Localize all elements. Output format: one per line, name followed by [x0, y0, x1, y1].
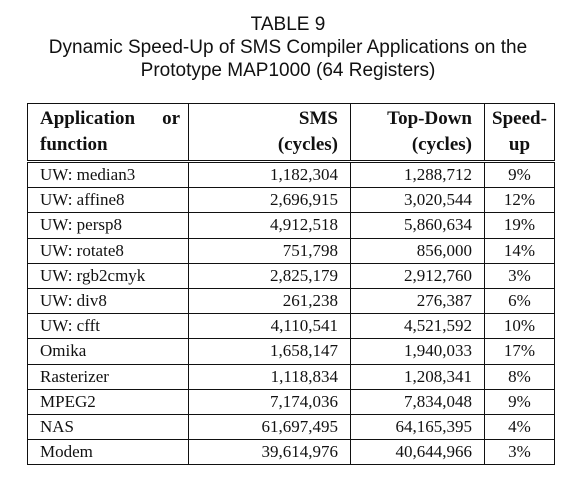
cell-speedup: 6% [484, 288, 555, 315]
cell-application: Omika [27, 338, 189, 365]
cell-topdown: 7,834,048 [350, 389, 485, 415]
cell-application: UW: median3 [27, 161, 189, 189]
table-header: Application or function SMS (cycles) Top… [27, 103, 555, 163]
header-row: Application or function SMS (cycles) Top… [27, 103, 555, 163]
cell-sms: 4,110,541 [188, 313, 351, 340]
speedup-table: Application or function SMS (cycles) Top… [27, 103, 555, 466]
cell-speedup: 14% [484, 238, 555, 264]
table-row: Modem 39,614,976 40,644,966 3% [27, 439, 555, 466]
header-topdown-line-2: (cycles) [411, 134, 472, 155]
cell-topdown: 2,912,760 [350, 263, 485, 289]
cell-speedup: 4% [484, 414, 555, 441]
cell-sms: 7,174,036 [188, 389, 351, 415]
table-row: UW: median3 1,182,304 1,288,712 9% [27, 161, 555, 189]
cell-sms: 2,696,915 [188, 187, 351, 214]
table-row: UW: rgb2cmyk 2,825,179 2,912,760 3% [27, 263, 555, 289]
cell-sms: 61,697,495 [188, 414, 351, 441]
cell-application: UW: div8 [27, 288, 189, 315]
cell-sms: 1,182,304 [188, 161, 351, 189]
cell-topdown: 276,387 [350, 288, 485, 315]
table-row: Omika 1,658,147 1,940,033 17% [27, 338, 555, 365]
header-application-word1: Application [40, 108, 136, 129]
header-application-word2: or [162, 108, 180, 129]
cell-speedup: 12% [484, 187, 555, 214]
header-application-line-2: function [40, 134, 108, 155]
header-speedup-line-2: up [508, 134, 531, 155]
cell-application: UW: rgb2cmyk [27, 263, 189, 289]
cell-topdown: 3,020,544 [350, 187, 485, 214]
cell-sms: 1,658,147 [188, 338, 351, 365]
cell-topdown: 64,165,395 [350, 414, 485, 441]
table-title-line-2: Prototype MAP1000 (64 Registers) [140, 60, 436, 81]
cell-application: NAS [27, 414, 189, 441]
cell-speedup: 10% [484, 313, 555, 340]
table-row: UW: cfft 4,110,541 4,521,592 10% [27, 313, 555, 340]
table-row: Rasterizer 1,118,834 1,208,341 8% [27, 364, 555, 390]
header-speedup: Speed- up [484, 103, 555, 163]
cell-speedup: 3% [484, 439, 555, 466]
table-caption: TABLE 9 Dynamic Speed-Up of SMS Compiler… [0, 13, 576, 82]
cell-sms: 4,912,518 [188, 212, 351, 239]
table-row: UW: persp8 4,912,518 5,860,634 19% [27, 212, 555, 239]
cell-speedup: 3% [484, 263, 555, 289]
table-row: UW: rotate8 751,798 856,000 14% [27, 238, 555, 264]
cell-application: MPEG2 [27, 389, 189, 415]
header-topdown: Top-Down (cycles) [350, 103, 485, 163]
cell-topdown: 1,288,712 [350, 161, 485, 189]
header-application: Application or function [27, 103, 189, 163]
table-row: NAS 61,697,495 64,165,395 4% [27, 414, 555, 441]
cell-sms: 1,118,834 [188, 364, 351, 390]
cell-topdown: 1,940,033 [350, 338, 485, 365]
table-row: MPEG2 7,174,036 7,834,048 9% [27, 389, 555, 415]
table-row: UW: affine8 2,696,915 3,020,544 12% [27, 187, 555, 214]
table-title-line-1: Dynamic Speed-Up of SMS Compiler Applica… [48, 37, 528, 58]
header-sms-line-1: SMS [298, 108, 338, 129]
table-row: UW: div8 261,238 276,387 6% [27, 288, 555, 315]
cell-application: UW: persp8 [27, 212, 189, 239]
cell-speedup: 8% [484, 364, 555, 390]
cell-speedup: 9% [484, 389, 555, 415]
header-topdown-line-1: Top-Down [387, 108, 472, 129]
cell-sms: 39,614,976 [188, 439, 351, 466]
cell-application: Modem [27, 439, 189, 466]
cell-application: UW: cfft [27, 313, 189, 340]
cell-topdown: 1,208,341 [350, 364, 485, 390]
header-speedup-line-1: Speed- [492, 108, 547, 129]
cell-topdown: 5,860,634 [350, 212, 485, 239]
cell-sms: 751,798 [188, 238, 351, 264]
cell-speedup: 19% [484, 212, 555, 239]
header-sms-line-2: (cycles) [277, 134, 338, 155]
header-sms: SMS (cycles) [188, 103, 351, 163]
cell-topdown: 40,644,966 [350, 439, 485, 466]
cell-application: UW: affine8 [27, 187, 189, 214]
table-number: TABLE 9 [250, 14, 326, 35]
cell-application: UW: rotate8 [27, 238, 189, 264]
cell-sms: 2,825,179 [188, 263, 351, 289]
table-body: UW: median3 1,182,304 1,288,712 9% UW: affi… [27, 161, 555, 466]
cell-topdown: 856,000 [350, 238, 485, 264]
cell-topdown: 4,521,592 [350, 313, 485, 340]
header-application-line-1: Application or [40, 106, 188, 132]
cell-sms: 261,238 [188, 288, 351, 315]
cell-speedup: 17% [484, 338, 555, 365]
cell-speedup: 9% [484, 161, 555, 189]
cell-application: Rasterizer [27, 364, 189, 390]
